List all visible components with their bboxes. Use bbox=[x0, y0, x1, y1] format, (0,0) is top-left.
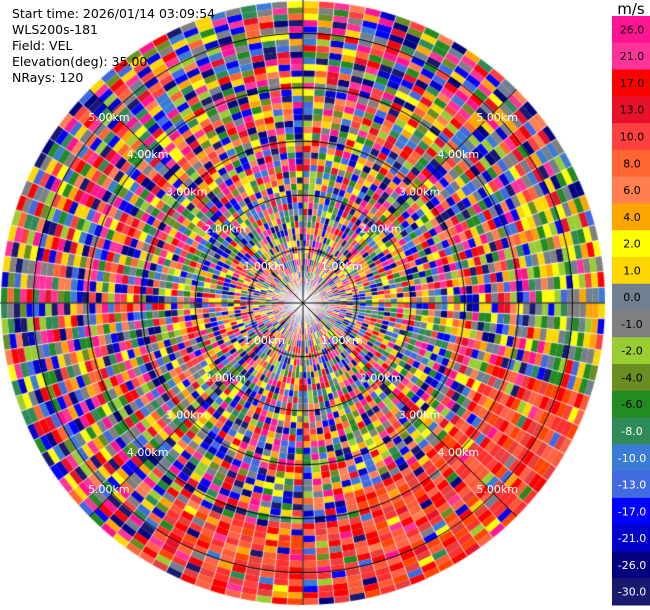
colorbar-tick-label: 21.0 bbox=[620, 50, 645, 63]
range-label-3km-se: 3.00km bbox=[399, 409, 441, 422]
range-label-1km-se: 1.00km bbox=[321, 334, 363, 347]
colorbar-swatch bbox=[612, 96, 650, 124]
range-label-2km-sw: 2.00km bbox=[205, 371, 247, 384]
colorbar-swatch bbox=[612, 123, 650, 151]
colorbar-swatch bbox=[612, 149, 650, 178]
colorbar-tick-label: -4.0 bbox=[621, 371, 642, 384]
colorbar-swatch bbox=[612, 417, 650, 445]
field-text: Field: VEL bbox=[12, 38, 73, 53]
colorbar-tick-label: 13.0 bbox=[620, 104, 645, 117]
range-label-3km-ne: 3.00km bbox=[399, 185, 441, 198]
range-label-4km-sw: 4.00km bbox=[127, 446, 169, 459]
colorbar-tick-label: -21.0 bbox=[618, 532, 646, 545]
colorbar-swatch bbox=[612, 283, 650, 311]
range-label-1km-ne: 1.00km bbox=[321, 260, 363, 273]
colorbar-swatch bbox=[612, 364, 650, 392]
colorbar-swatch bbox=[612, 16, 650, 44]
colorbar-tick-label: 4.0 bbox=[623, 211, 641, 224]
colorbar-tick-label: 8.0 bbox=[623, 157, 641, 170]
colorbar-swatch bbox=[612, 471, 650, 499]
colorbar-tick-label: -10.0 bbox=[618, 452, 646, 465]
colorbar-tick-label: -13.0 bbox=[618, 479, 646, 492]
colorbar-tick-label: 0.0 bbox=[623, 291, 641, 304]
colorbar-tick-label: 2.0 bbox=[623, 238, 641, 251]
colorbar-tick-label: 6.0 bbox=[623, 184, 641, 197]
colorbar-swatch bbox=[612, 497, 650, 526]
colorbar-tick-label: -2.0 bbox=[621, 345, 642, 358]
start-time-text: Start time: 2026/01/14 03:09:54 bbox=[12, 6, 216, 21]
range-label-1km-nw: 1.00km bbox=[243, 260, 285, 273]
range-label-5km-nw: 5.00km bbox=[88, 111, 130, 124]
range-label-2km-se: 2.00km bbox=[360, 371, 402, 384]
colorbar-swatch bbox=[612, 390, 650, 419]
range-label-5km-se: 5.00km bbox=[476, 483, 518, 496]
colorbar-tick-label: -26.0 bbox=[618, 559, 646, 572]
instrument-text: WLS200s-181 bbox=[12, 22, 98, 37]
colorbar-swatch bbox=[612, 42, 650, 71]
colorbar-swatch bbox=[612, 444, 650, 472]
range-label-5km-sw: 5.00km bbox=[88, 483, 130, 496]
range-label-4km-ne: 4.00km bbox=[438, 148, 480, 161]
colorbar-tick-label: -6.0 bbox=[621, 398, 642, 411]
elevation-text: Elevation(deg): 35.00 bbox=[12, 54, 148, 69]
range-label-4km-nw: 4.00km bbox=[127, 148, 169, 161]
range-label-3km-nw: 3.00km bbox=[166, 185, 208, 198]
range-label-3km-sw: 3.00km bbox=[166, 409, 208, 422]
colorbar-tick-label: 10.0 bbox=[620, 130, 645, 143]
colorbar-swatch bbox=[612, 337, 650, 365]
range-label-5km-ne: 5.00km bbox=[476, 111, 518, 124]
colorbar-tick-label: 26.0 bbox=[620, 23, 645, 36]
colorbar-swatch bbox=[612, 69, 650, 97]
colorbar-swatch bbox=[612, 230, 650, 258]
colorbar-tick-label: 1.0 bbox=[623, 264, 641, 277]
range-label-1km-sw: 1.00km bbox=[243, 334, 285, 347]
colorbar-tick-label: -30.0 bbox=[618, 586, 646, 599]
colorbar-unit-label: m/s bbox=[617, 0, 645, 18]
colorbar-tick-label: -1.0 bbox=[621, 318, 642, 331]
colorbar-tick-label: -17.0 bbox=[618, 505, 646, 518]
colorbar-swatch bbox=[612, 524, 650, 552]
colorbar-swatch bbox=[612, 310, 650, 338]
colorbar-tick-label: -8.0 bbox=[621, 425, 642, 438]
nrays-text: NRays: 120 bbox=[12, 70, 84, 85]
scan-metadata: Start time: 2026/01/14 03:09:54 WLS200s-… bbox=[12, 6, 215, 86]
colorbar-swatch bbox=[612, 578, 650, 606]
colorbar-swatch bbox=[612, 203, 650, 231]
colorbar-tick-label: 17.0 bbox=[620, 77, 645, 90]
colorbar-swatch bbox=[612, 176, 650, 204]
range-label-2km-ne: 2.00km bbox=[360, 223, 402, 236]
colorbar-swatch bbox=[612, 256, 650, 285]
range-label-2km-nw: 2.00km bbox=[205, 223, 247, 236]
colorbar-swatch bbox=[612, 551, 650, 579]
range-label-4km-se: 4.00km bbox=[438, 446, 480, 459]
